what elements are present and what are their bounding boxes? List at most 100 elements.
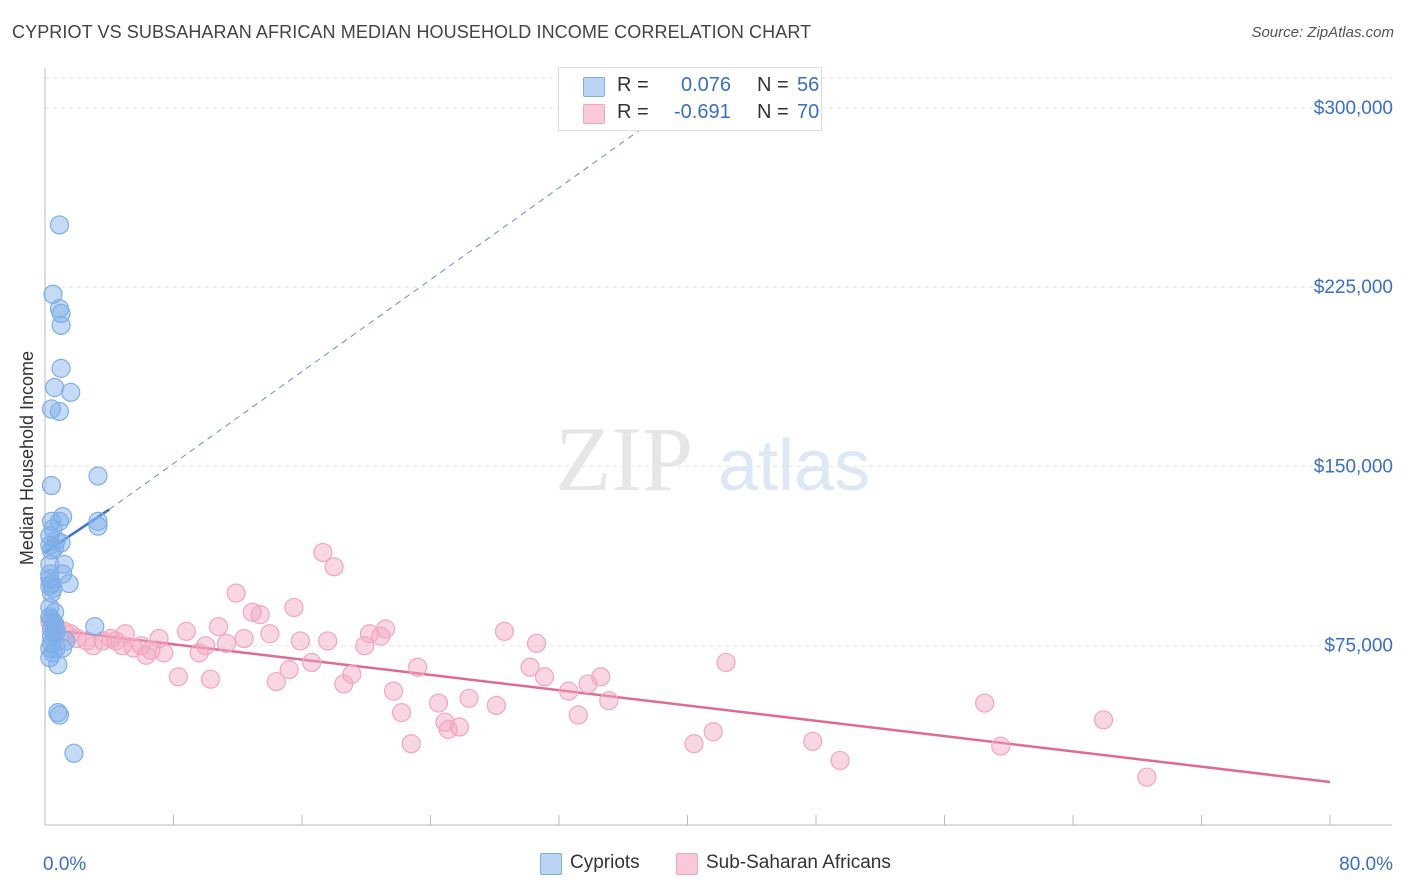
- cypriots-point: [88, 511, 108, 531]
- subsaharan-point: [534, 667, 555, 687]
- subsaharan-point: [168, 667, 188, 687]
- cypriots-point: [40, 648, 60, 668]
- stats-legend: R = 0.076 N = 56 R = -0.691 N = 70: [558, 67, 822, 131]
- y-tick-label: $75,000: [1324, 636, 1393, 657]
- cypriots-point: [49, 511, 70, 531]
- cypriots-point: [40, 576, 60, 596]
- cypriots-point: [59, 573, 79, 594]
- subsaharan-point: [284, 597, 304, 618]
- cypriots-point: [51, 315, 71, 335]
- subsaharan-point: [428, 693, 449, 713]
- cypriots-point: [85, 616, 105, 637]
- subsaharan-point: [279, 660, 299, 680]
- subsaharan-point: [408, 657, 428, 677]
- subsaharan-point: [83, 636, 103, 656]
- cypriots-point: [48, 655, 68, 675]
- r-value: -0.691: [674, 101, 731, 123]
- subsaharan-point: [803, 731, 823, 751]
- watermark: ZIP atlas: [555, 408, 870, 510]
- subsaharan-point: [342, 664, 362, 684]
- subsaharan-point: [131, 636, 151, 656]
- subsaharan-point: [591, 667, 611, 687]
- subsaharan-point: [290, 631, 310, 651]
- cypriots-swatch: [540, 853, 562, 875]
- cypriots-point: [41, 609, 62, 630]
- grid-lines: [45, 77, 1392, 647]
- n-value: 56: [797, 74, 820, 96]
- subsaharan-point: [830, 750, 850, 771]
- y-tick-label: $150,000: [1314, 456, 1393, 477]
- subsaharan-point: [526, 633, 547, 653]
- subsaharan-point: [260, 624, 280, 644]
- x-tick-label-min: 0.0%: [43, 854, 86, 875]
- n-label: N =: [757, 101, 789, 123]
- axes: [44, 68, 1392, 826]
- legend-label: Sub-Saharan Africans: [706, 852, 891, 873]
- subsaharan-point: [318, 631, 338, 651]
- cypriots-point: [88, 516, 108, 536]
- cypriots-point: [41, 583, 62, 603]
- cypriots-point: [49, 705, 70, 725]
- cypriots-swatch: [583, 77, 605, 97]
- subsaharan-point: [334, 674, 354, 694]
- subsaharan-point: [324, 557, 344, 577]
- subsaharan-point: [401, 734, 421, 754]
- cypriots-point: [61, 382, 81, 402]
- subsaharan-point: [383, 681, 404, 701]
- subsaharan-point: [250, 605, 270, 625]
- subsaharan-point: [313, 542, 333, 563]
- subsaharan-point: [1137, 767, 1157, 787]
- subsaharan-point: [975, 693, 995, 713]
- subsaharan-point: [494, 621, 514, 641]
- y-tick-label: $300,000: [1314, 98, 1393, 119]
- y-axis-label: Median Household Income: [17, 351, 37, 565]
- watermark-zip: ZIP: [555, 408, 693, 510]
- subsaharan-point: [216, 633, 237, 653]
- n-value: 70: [797, 101, 820, 123]
- y-tick-label: $225,000: [1314, 277, 1393, 298]
- tick-labels: $75,000 $150,000 $225,000 $300,000 0.0% 80.0%…: [17, 98, 1393, 875]
- chart-title: CYPRIOT VS SUBSAHARAN AFRICAN MEDIAN HOU…: [12, 22, 812, 42]
- subsaharan-point: [234, 628, 254, 649]
- subsaharan-point: [154, 643, 174, 663]
- cypriots-point: [49, 401, 70, 422]
- data-points: [40, 215, 1157, 787]
- source-label: Source: ZipAtlas.com: [1251, 24, 1394, 41]
- subsaharan-point: [391, 703, 412, 723]
- subsaharan-point: [302, 652, 322, 673]
- cypriots-point: [64, 743, 84, 763]
- subsaharan-point: [438, 719, 458, 739]
- subsaharan-point: [599, 691, 619, 711]
- subsaharan-point: [200, 669, 221, 689]
- subsaharan-point: [266, 671, 286, 692]
- cypriots-trend-extension: [108, 95, 688, 510]
- subsaharan-point: [176, 621, 196, 641]
- subsaharan-point: [703, 722, 723, 742]
- legend-label: Cypriots: [570, 852, 640, 873]
- subsaharan-point: [716, 652, 736, 673]
- cypriots-point: [41, 540, 62, 560]
- r-value: 0.076: [681, 74, 732, 96]
- subsaharan-point: [449, 717, 470, 737]
- cypriots-point: [46, 638, 66, 658]
- subsaharan-swatch: [676, 853, 698, 875]
- subsaharan-point: [226, 583, 246, 603]
- subsaharan-point: [684, 734, 704, 754]
- r-label: R =: [617, 74, 649, 96]
- x-tick-label-max: 80.0%: [1339, 854, 1393, 875]
- subsaharan-point: [486, 695, 506, 716]
- subsaharan-point: [189, 643, 209, 663]
- subsaharan-point: [991, 736, 1011, 756]
- r-label: R =: [617, 101, 649, 123]
- subsaharan-swatch: [583, 104, 605, 124]
- subsaharan-point: [115, 624, 135, 644]
- subsaharan-point: [196, 636, 216, 656]
- subsaharan-point: [559, 681, 579, 701]
- subsaharan-point: [1093, 710, 1114, 730]
- subsaharan-point: [375, 619, 396, 639]
- cypriots-point: [41, 511, 62, 531]
- cypriots-point: [41, 475, 62, 496]
- subsaharan-point: [149, 628, 169, 649]
- subsaharan-point: [459, 688, 479, 708]
